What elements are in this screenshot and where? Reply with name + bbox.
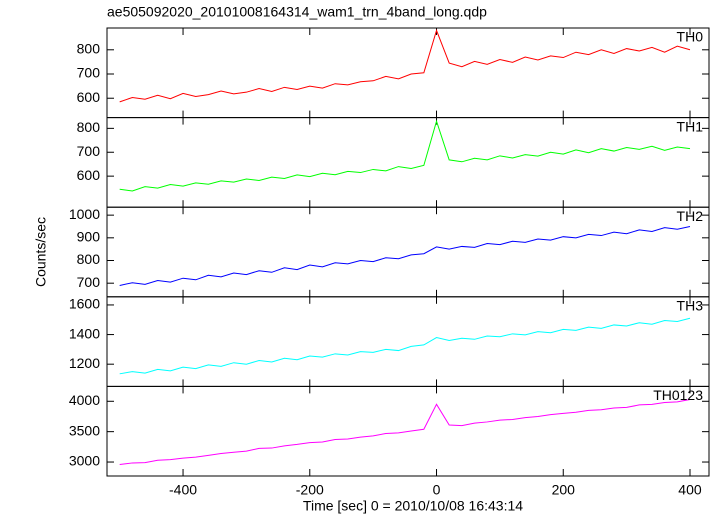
series-label: TH0 (677, 29, 704, 45)
chart-title: ae505092020_20101008164314_wam1_trn_4ban… (107, 4, 487, 20)
y-tick-label: 1600 (69, 296, 100, 312)
data-line (119, 28, 691, 103)
data-line (119, 317, 691, 375)
panel-frame (106, 27, 710, 119)
y-tick-label: 800 (77, 40, 101, 56)
x-tick-label: -200 (296, 482, 324, 498)
y-tick-label: 800 (77, 119, 101, 135)
y-tick-label: 4000 (69, 392, 100, 408)
x-tick-label: 200 (552, 482, 576, 498)
y-tick-label: 600 (77, 167, 101, 183)
series-label: TH3 (677, 298, 704, 314)
data-line (119, 398, 691, 465)
series-label: TH2 (677, 208, 704, 224)
y-tick-label: 600 (77, 89, 101, 105)
y-tick-label: 700 (77, 274, 101, 290)
y-tick-label: 1400 (69, 325, 100, 341)
y-tick-label: 700 (77, 143, 101, 159)
y-tick-label: 800 (77, 251, 101, 267)
panel-frame (106, 296, 710, 387)
data-line (119, 225, 691, 286)
y-tick-label: 900 (77, 229, 101, 245)
series-label: TH0123 (653, 387, 703, 403)
y-tick-label: 1000 (69, 206, 100, 222)
x-tick-label: -400 (169, 482, 197, 498)
y-axis-label: Counts/sec (33, 217, 49, 287)
y-tick-label: 3500 (69, 422, 100, 438)
panel-frame (106, 117, 710, 208)
x-axis-label: Time [sec] 0 = 2010/10/08 16:43:14 (303, 498, 523, 514)
x-tick-label: 0 (433, 482, 441, 498)
x-tick-label: 400 (678, 482, 702, 498)
series-label: TH1 (677, 118, 704, 134)
y-tick-label: 3000 (69, 453, 100, 469)
y-tick-label: 1200 (69, 355, 100, 371)
data-line (119, 119, 691, 192)
panel-frame (106, 206, 710, 298)
y-tick-label: 700 (77, 65, 101, 81)
